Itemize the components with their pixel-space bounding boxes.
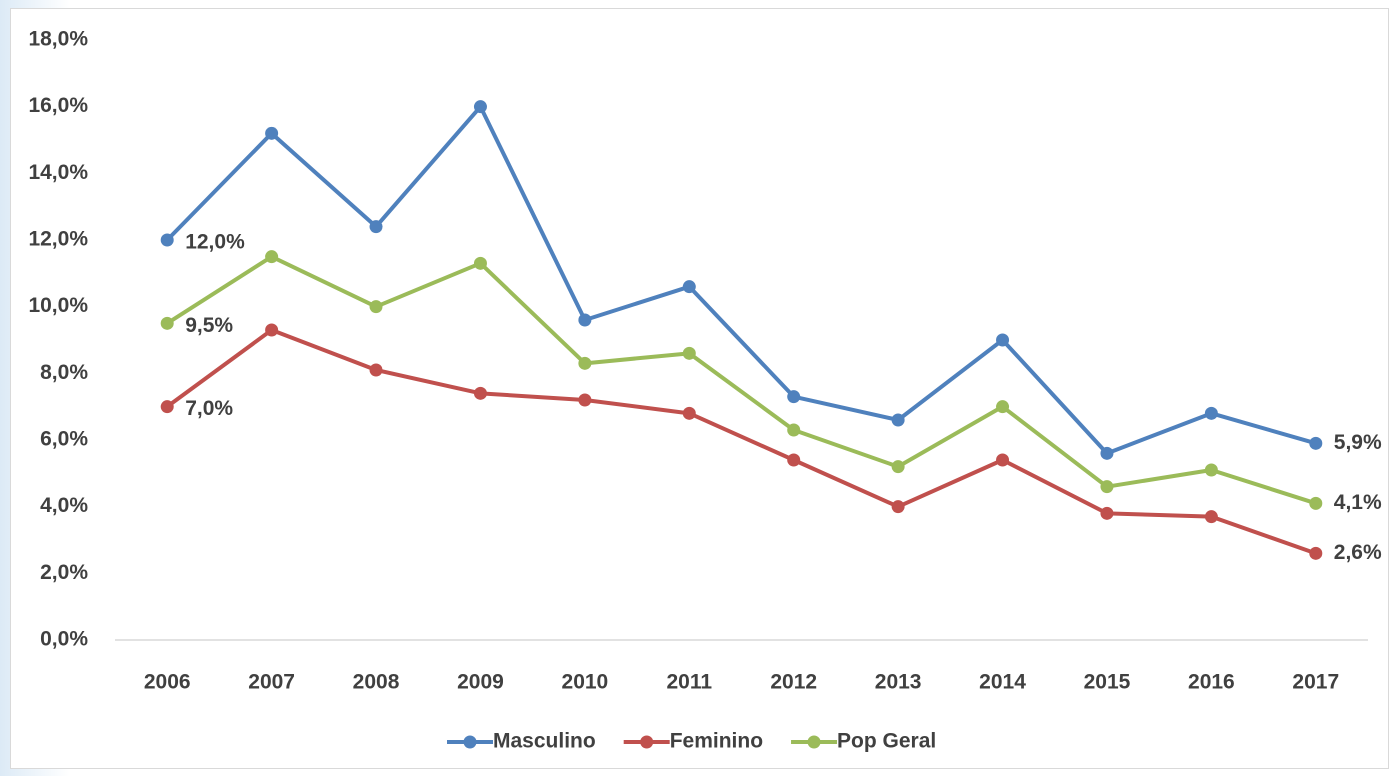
data-point [1204,510,1218,524]
data-point [578,313,592,327]
y-tick-label: 6,0% [40,428,88,451]
data-point [996,453,1010,467]
legend-label: Masculino [493,730,596,753]
data-point [787,390,801,404]
y-tick-label: 2,0% [40,561,88,584]
data-point [682,346,696,360]
y-tick-label: 0,0% [40,628,88,651]
data-point [160,233,174,247]
x-tick-label: 2012 [770,671,817,694]
data-point [160,400,174,414]
x-tick-label: 2010 [562,671,609,694]
data-label: 7,0% [185,397,233,420]
x-tick-label: 2009 [457,671,504,694]
legend-marker [807,735,821,749]
data-point [682,406,696,420]
legend-label: Pop Geral [837,730,936,753]
chart-frame [10,8,1389,769]
data-point [1100,506,1114,520]
data-point [1309,496,1323,510]
data-point [369,363,383,377]
x-tick-label: 2007 [248,671,295,694]
data-point [369,300,383,314]
data-point [891,500,905,514]
data-point [265,323,279,337]
data-label: 5,9% [1334,431,1382,454]
data-point [891,413,905,427]
legend-label: Feminino [670,730,763,753]
data-point [1100,446,1114,460]
x-tick-label: 2008 [353,671,400,694]
data-point [473,386,487,400]
legend-marker [640,735,654,749]
data-point [996,400,1010,414]
x-tick-label: 2013 [875,671,922,694]
data-point [1309,546,1323,560]
data-point [996,333,1010,347]
data-point [891,460,905,474]
data-point [265,250,279,264]
data-point [265,126,279,140]
y-tick-label: 14,0% [28,161,88,184]
x-tick-label: 2011 [667,671,713,694]
series-line [165,104,1317,456]
x-tick-label: 2017 [1292,671,1339,694]
y-tick-label: 8,0% [40,361,88,384]
series-line [166,254,1317,506]
data-point [160,316,174,330]
data-point [578,393,592,407]
data-point [1204,463,1218,477]
y-tick-label: 4,0% [40,494,88,517]
y-tick-label: 18,0% [28,28,88,51]
data-point [682,280,696,294]
data-point [1309,436,1323,450]
y-tick-label: 10,0% [28,294,88,317]
data-point [369,220,383,234]
x-tick-label: 2015 [1084,671,1131,694]
x-tick-label: 2014 [979,671,1026,694]
x-tick-label: 2006 [144,671,191,694]
data-point [473,100,487,114]
y-tick-label: 12,0% [28,228,88,251]
data-point [787,423,801,437]
data-point [1204,406,1218,420]
data-label: 4,1% [1334,491,1382,514]
data-label: 9,5% [185,314,233,337]
data-point [1100,480,1114,494]
data-point [787,453,801,467]
data-point [473,256,487,270]
legend-marker [463,735,477,749]
y-tick-label: 16,0% [28,94,88,117]
data-point [578,356,592,370]
x-tick-label: 2016 [1188,671,1235,694]
data-label: 2,6% [1334,541,1382,564]
data-label: 12,0% [185,231,245,254]
series-line [166,328,1317,556]
